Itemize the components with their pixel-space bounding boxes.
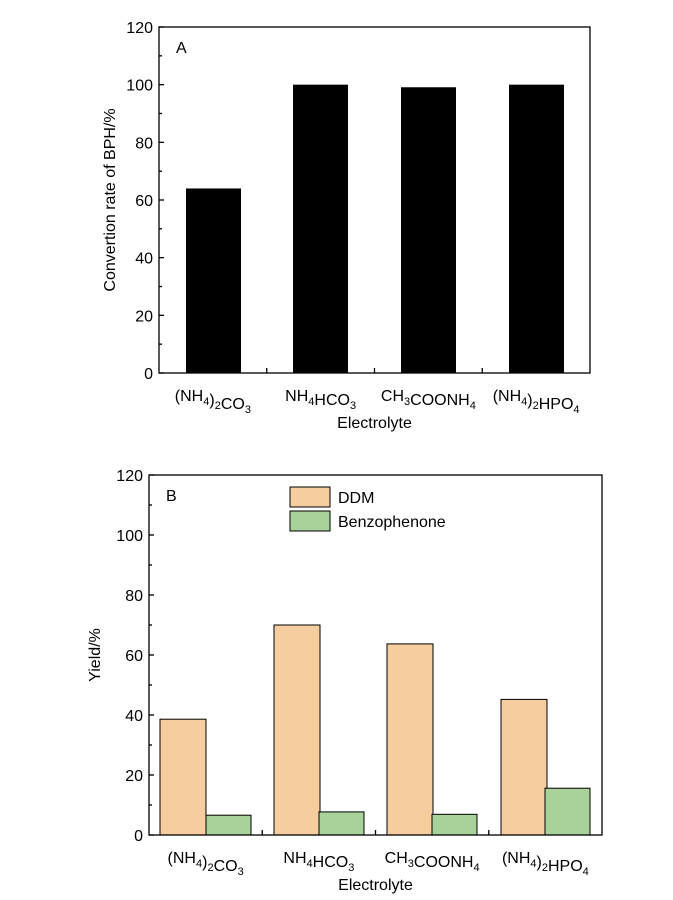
y-tick-label: 120 — [126, 20, 153, 37]
y-tick-label: 60 — [125, 648, 143, 665]
x-tick-label: CH3COONH4 — [381, 388, 476, 412]
y-tick-label: 20 — [125, 768, 143, 785]
bar-ddm-3 — [500, 698, 548, 836]
bar-conversion-2 — [401, 87, 456, 374]
bar-benzophenone-1 — [318, 811, 365, 836]
x-tick-label: (NH4)2CO3 — [175, 388, 251, 416]
legend-label-ddm: DDM — [338, 490, 374, 507]
y-tick-label: 20 — [135, 308, 153, 325]
legend-label-benzophenone: Benzophenone — [338, 514, 446, 531]
y-axis-label: Convertion rate of BPH/% — [102, 108, 119, 291]
x-tick-label: NH4HCO3 — [283, 850, 354, 874]
chart-panel-b: 0 20 40 60 80 100 120 (NH4)2CO3 NH4HCO3 CH3COONH4… — [87, 468, 603, 894]
panel-label: A — [176, 40, 187, 57]
y-tick-label: 0 — [144, 366, 153, 383]
y-tick-label: 120 — [116, 468, 143, 485]
legend-swatch-ddm — [289, 486, 331, 508]
bar-benzophenone-2 — [431, 813, 478, 836]
y-tick-label: 80 — [125, 588, 143, 605]
bar-ddm-1 — [273, 624, 321, 836]
x-tick-label: (NH4)2HPO4 — [502, 850, 589, 878]
bar-conversion-1 — [293, 84, 348, 374]
y-tick-label: 40 — [125, 708, 143, 725]
y-axis-label: Yield/% — [87, 628, 104, 682]
y-tick-label: 80 — [135, 135, 153, 152]
legend-swatch-benzophenone — [289, 510, 331, 532]
y-tick-label: 40 — [135, 251, 153, 268]
bar-benzophenone-0 — [205, 814, 252, 836]
x-axis-label: Electrolyte — [338, 877, 413, 894]
bar-conversion-0 — [186, 188, 241, 373]
x-tick-label: (NH4)2CO3 — [168, 850, 244, 878]
x-tick-label: CH3COONH4 — [385, 850, 480, 874]
y-tick-label: 100 — [126, 78, 153, 95]
bar-ddm-0 — [159, 718, 207, 836]
panel-label: B — [166, 488, 177, 505]
bar-benzophenone-3 — [544, 787, 591, 836]
y-tick-label: 60 — [135, 193, 153, 210]
bar-conversion-3 — [509, 84, 564, 374]
x-tick-label: NH4HCO3 — [285, 388, 356, 412]
bar-ddm-2 — [386, 643, 434, 836]
y-tick-label: 0 — [134, 828, 143, 845]
x-tick-label: (NH4)2HPO4 — [493, 388, 580, 416]
chart-panel-a: 0 20 40 60 80 100 120 (NH4)2CO3 NH4HCO3 CH3COONH4… — [102, 20, 591, 432]
y-tick-label: 100 — [116, 528, 143, 545]
x-axis-label: Electrolyte — [337, 415, 412, 432]
